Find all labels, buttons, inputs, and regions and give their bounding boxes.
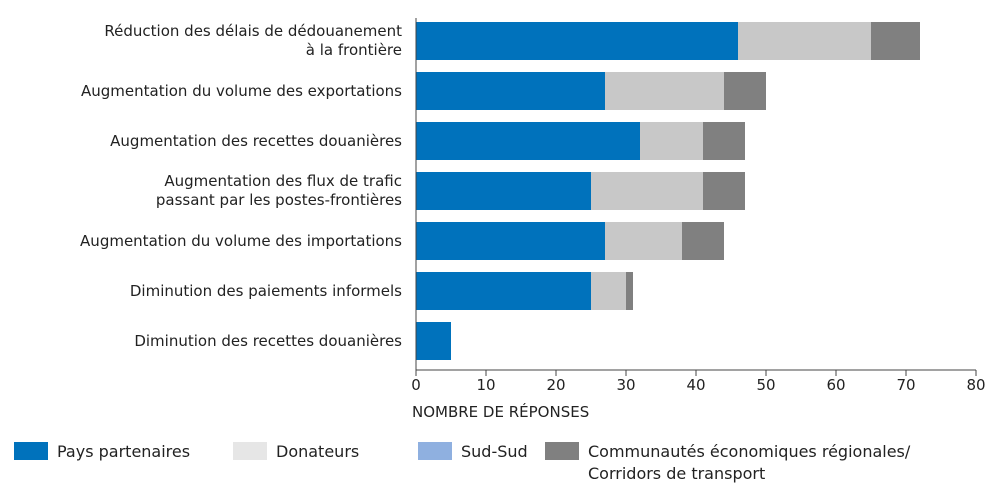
x-tick-label: 10 — [476, 376, 495, 394]
y-tick-label: Diminution des recettes douanières — [134, 331, 402, 350]
legend-label: Donateurs — [276, 442, 360, 461]
bar-segment — [591, 172, 703, 210]
y-tick-label: Augmentation du volume des importations — [80, 231, 402, 250]
bar-segment — [416, 22, 738, 60]
legend-swatch — [418, 442, 452, 460]
y-tick-label: Augmentation des recettes douanières — [110, 131, 402, 150]
legend-swatch — [14, 442, 48, 460]
x-tick-label: 60 — [826, 376, 845, 394]
bar-segment — [416, 272, 591, 310]
bar-segment — [605, 222, 682, 260]
bar-segment — [871, 22, 920, 60]
x-tick-label: 50 — [756, 376, 775, 394]
legend-label: Sud-Sud — [461, 442, 528, 461]
y-tick-label: Diminution des paiements informels — [129, 281, 402, 300]
legend-label: Communautés économiques régionales/ Corr… — [588, 442, 911, 483]
x-tick-label: 0 — [411, 376, 421, 394]
x-tick-label: 70 — [896, 376, 915, 394]
bar-segment — [724, 72, 766, 110]
bar-segment — [416, 122, 640, 160]
x-axis-label: NOMBRE DE RÉPONSES — [412, 402, 589, 421]
bar-segment — [703, 172, 745, 210]
bar-segment — [416, 172, 591, 210]
bar-segment — [682, 222, 724, 260]
y-tick-label: Réduction des délais de dédouanement à l… — [104, 22, 402, 59]
y-tick-label: Augmentation du volume des exportations — [80, 81, 402, 100]
x-tick-label: 40 — [686, 376, 705, 394]
bar-segment — [416, 72, 605, 110]
x-tick-label: 80 — [966, 376, 985, 394]
x-tick-label: 30 — [616, 376, 635, 394]
bar-segment — [738, 22, 871, 60]
legend-label: Pays partenaires — [57, 442, 191, 461]
y-tick-label: Augmentation des flux de trafic passant … — [155, 172, 402, 209]
bar-segment — [605, 72, 724, 110]
bar-segment — [416, 222, 605, 260]
bar-segment — [591, 272, 626, 310]
legend-swatch — [545, 442, 579, 460]
bar-segment — [703, 122, 745, 160]
bar-segment — [626, 272, 633, 310]
legend-swatch — [233, 442, 267, 460]
bar-segment — [640, 122, 703, 160]
x-tick-label: 20 — [546, 376, 565, 394]
bar-segment — [416, 322, 451, 360]
